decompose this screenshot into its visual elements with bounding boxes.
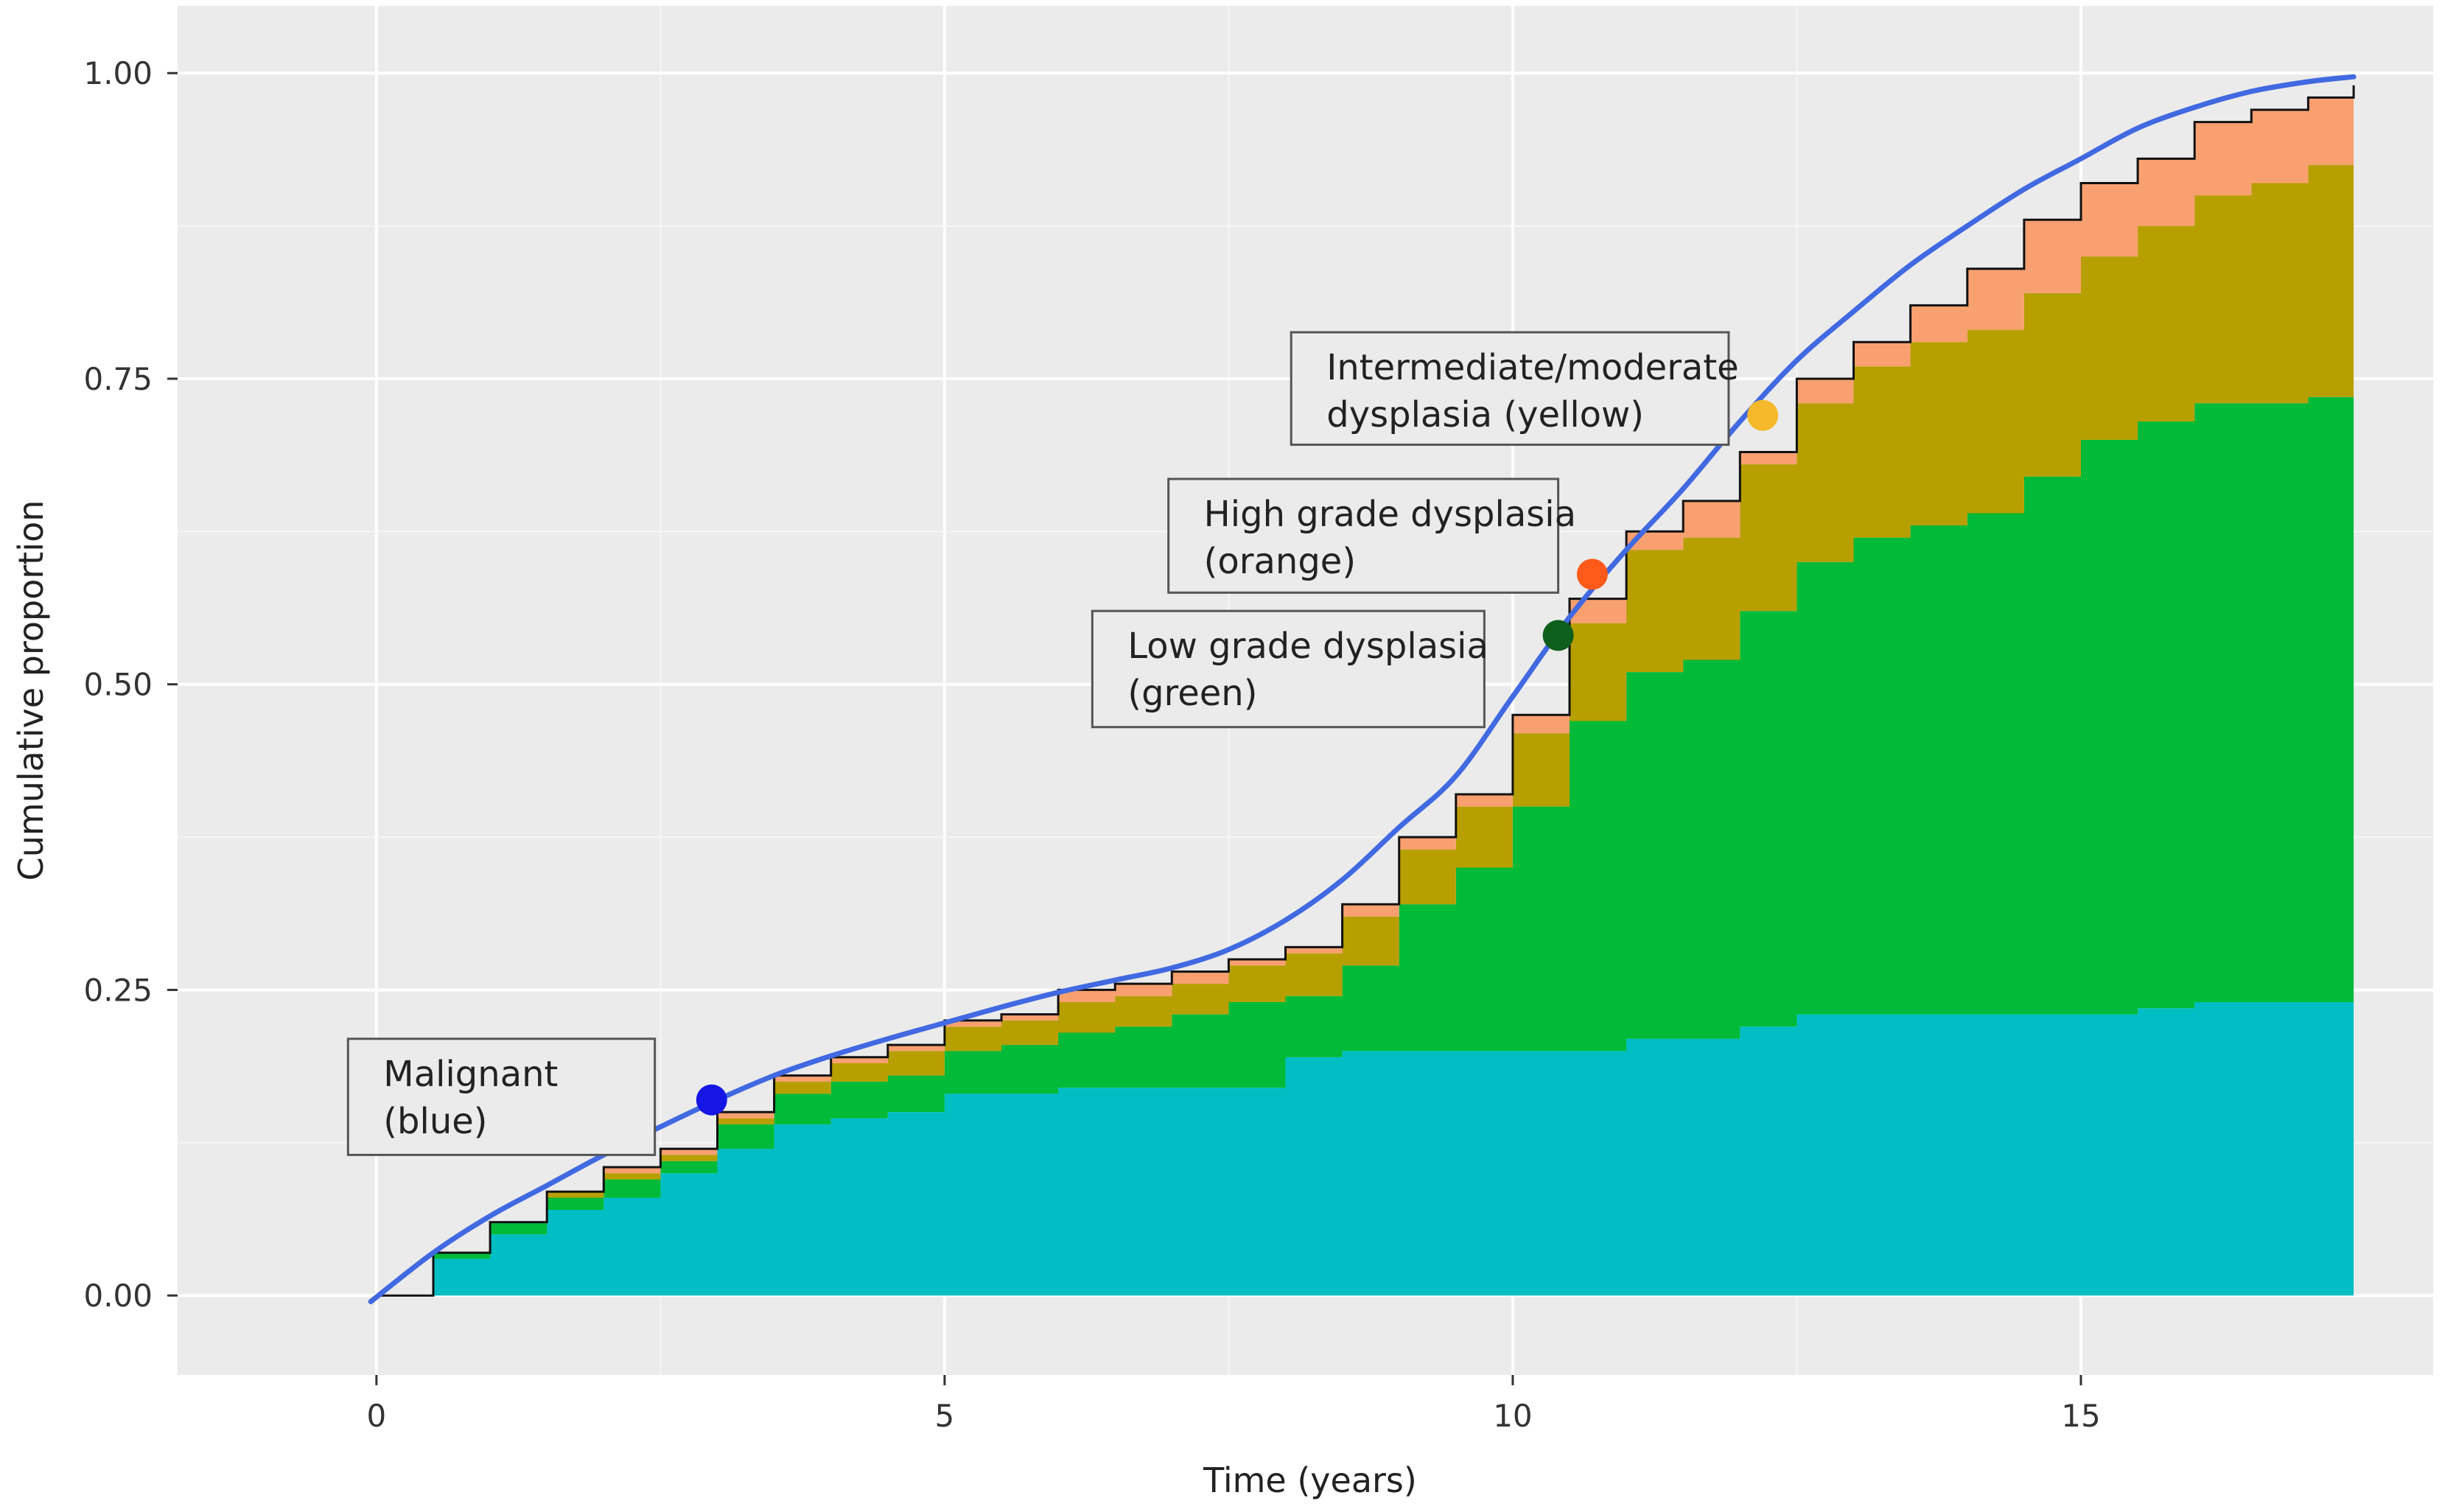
- annotation-label-line1: Intermediate/moderate: [1326, 347, 1738, 388]
- y-tick-label: 1.00: [83, 55, 153, 91]
- x-tick-label: 10: [1493, 1398, 1532, 1434]
- annotation-box: [346, 1037, 657, 1156]
- annotation-malignant: Malignant (blue): [346, 1037, 727, 1156]
- annotation-high_grade: High grade dysplasia (orange): [1167, 477, 1608, 594]
- annotation-box: [1167, 477, 1560, 594]
- x-tick-label: 15: [2061, 1398, 2100, 1434]
- x-axis-ticks: 0 5 10 15: [366, 1375, 2101, 1434]
- y-tick-label: 0.25: [83, 972, 153, 1008]
- annotation-box: [1091, 609, 1486, 729]
- annotation-point: [1747, 399, 1779, 431]
- annotations: Malignant (blue) Low grade dysplasia (green…: [346, 331, 1779, 1156]
- annotation-box: [1290, 331, 1730, 447]
- x-axis-title: Time (years): [1203, 1460, 1417, 1500]
- y-axis-ticks: 0.00 0.25 0.50 0.75 1.00: [83, 55, 178, 1314]
- annotation-label-line2: (orange): [1204, 541, 1356, 582]
- annotation-label-line1: High grade dysplasia: [1204, 494, 1576, 535]
- annotation-point: [1576, 559, 1608, 590]
- annotation-label-line2: dysplasia (yellow): [1326, 394, 1644, 435]
- annotation-label-line2: (blue): [383, 1101, 487, 1142]
- annotation-point: [1542, 620, 1574, 651]
- area-high-grade-dysplasia: [376, 85, 2354, 1296]
- annotation-label-line1: Low grade dysplasia: [1127, 626, 1488, 667]
- annotation-low_grade: Low grade dysplasia (green): [1091, 609, 1574, 729]
- x-tick-label: 5: [935, 1398, 955, 1434]
- y-tick-label: 0.50: [83, 667, 153, 703]
- annotation-point: [696, 1084, 727, 1116]
- total-step-outline: [375, 85, 2355, 1297]
- annotation-label-line2: (green): [1127, 673, 1257, 714]
- area-malignant: [376, 1002, 2354, 1296]
- x-tick-label: 0: [366, 1398, 386, 1434]
- y-tick-label: 0.75: [83, 361, 153, 397]
- stacked-areas: [375, 85, 2355, 1297]
- area-low-grade-dysplasia: [376, 391, 2354, 1296]
- y-axis-title: Cumulative proportion: [11, 500, 51, 881]
- annotation-label-line1: Malignant: [383, 1054, 558, 1095]
- annotation-intermediate: Intermediate/moderate dysplasia (yellow): [1290, 331, 1779, 447]
- area-intermediate-moderate-dysplasia: [376, 153, 2354, 1296]
- y-tick-label: 0.00: [83, 1278, 153, 1314]
